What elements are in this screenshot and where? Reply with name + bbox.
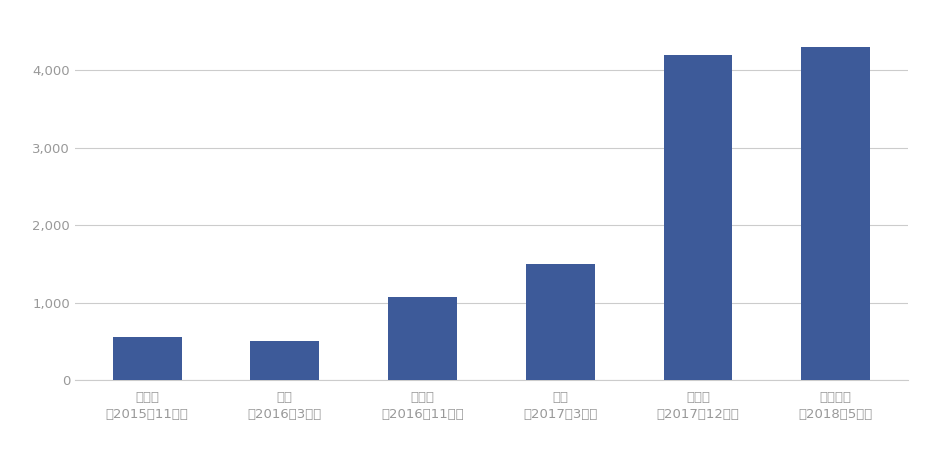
Bar [251, 341, 319, 380]
Bar [526, 264, 594, 380]
Bar [112, 337, 182, 380]
Bar [664, 55, 732, 380]
Bar [388, 297, 457, 380]
Bar [801, 47, 870, 380]
